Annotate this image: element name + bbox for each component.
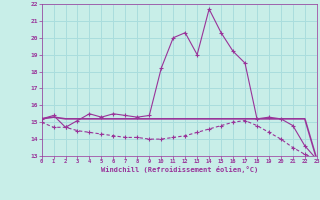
X-axis label: Windchill (Refroidissement éolien,°C): Windchill (Refroidissement éolien,°C) xyxy=(100,166,258,173)
